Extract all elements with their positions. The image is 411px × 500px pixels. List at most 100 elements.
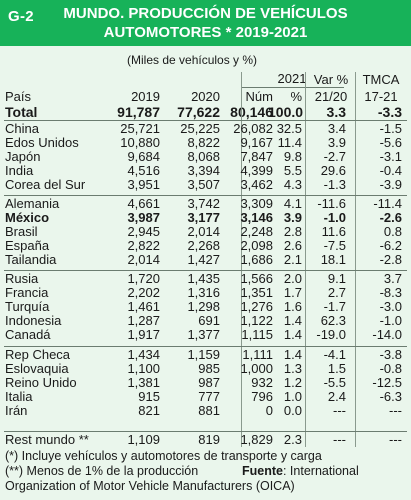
header-var: Var % [313, 72, 349, 87]
cell-tmca: -1.0 [379, 312, 402, 328]
cell-y2020: 691 [198, 312, 220, 328]
cell-num: 4,399 [240, 162, 273, 178]
source: Fuente: International [242, 464, 359, 479]
cell-var: 3.4 [327, 121, 346, 136]
header-country: País [5, 89, 32, 104]
cell-num: 7,847 [240, 148, 273, 164]
cell-country: Rep Checa [5, 347, 71, 362]
footnote-3: Organization of Motor Vehicle Manufactur… [5, 479, 295, 493]
cell-var: -5.5 [323, 374, 346, 390]
cell-var: -11.6 [317, 196, 346, 211]
cell-num: 3,146 [240, 209, 273, 225]
cell-country: Edos Unidos [5, 134, 79, 150]
cell-pct: 1.3 [283, 360, 302, 376]
cell-y2019: 4,516 [127, 162, 160, 178]
source-label: Fuente [242, 464, 283, 478]
cell-y2019: 3,951 [127, 176, 160, 192]
chart-code: G-2 [8, 8, 34, 25]
cell-y2019: 10,880 [120, 134, 160, 150]
cell-y2019: 2,822 [127, 237, 160, 253]
total-tmca: -3.3 [377, 104, 402, 120]
cell-tmca: 3.7 [383, 271, 402, 286]
cell-y2020: 25,225 [180, 121, 220, 136]
cell-pct: 3.9 [283, 209, 302, 225]
cell-y2019: 4,661 [127, 196, 160, 211]
cell-pct: 5.5 [283, 162, 302, 178]
cell-pct: 2.1 [283, 251, 302, 267]
cell-pct: 1.6 [283, 298, 302, 314]
cell-tmca: -6.3 [379, 388, 402, 404]
cell-y2020: 3,742 [187, 196, 220, 211]
cell-var: -19.0 [316, 326, 346, 342]
total-pct: 100.0 [268, 104, 304, 120]
cell-num: 1,111 [242, 347, 273, 362]
title-bar: G-2 MUNDO. PRODUCCIÓN DE VEHÍCULOS AUTOM… [0, 0, 411, 46]
footnote-2-text: (**) Menos de 1% de la producción [5, 464, 199, 478]
cell-tmca: -3.1 [379, 148, 402, 164]
cell-pct: 1.7 [283, 284, 302, 300]
cell-country: Tailandia [5, 251, 57, 267]
header-tmca-sub: 17-21 [364, 89, 398, 104]
header-pct: % [290, 89, 302, 104]
cell-num: 932 [251, 374, 273, 390]
rest-tmca: --- [389, 432, 402, 447]
total-var: 3.3 [326, 104, 346, 120]
cell-y2019: 1,434 [127, 347, 160, 362]
total-num: 80,146 [230, 104, 273, 120]
cell-tmca: -11.4 [373, 196, 402, 211]
cell-country: Eslovaquia [5, 360, 69, 376]
cell-y2020: 2,014 [187, 223, 220, 239]
cell-var: 62.3 [320, 312, 346, 328]
cell-pct: 4.1 [283, 196, 302, 211]
cell-y2020: 1,298 [187, 298, 220, 314]
cell-pct: 1.4 [283, 347, 302, 362]
group-separator [4, 346, 407, 347]
cell-var: 11.6 [321, 223, 346, 239]
cell-y2020: 2,268 [187, 237, 220, 253]
cell-num: 0 [265, 402, 273, 418]
cell-pct: 1.0 [283, 388, 302, 404]
rest-pct: 2.3 [283, 432, 302, 447]
cell-tmca: -3.0 [379, 298, 402, 314]
header-2020: 2020 [191, 89, 220, 104]
footnote-2: (**) Menos de 1% de la producción Fuente… [5, 464, 406, 479]
cell-y2019: 25,721 [120, 121, 160, 136]
cell-num: 1,351 [240, 284, 273, 300]
cell-tmca: -3.9 [379, 176, 402, 192]
column-divider [305, 72, 306, 447]
cell-num: 1,115 [241, 326, 273, 342]
cell-y2019: 2,202 [127, 284, 160, 300]
cell-num: 26,082 [233, 121, 273, 136]
cell-pct: 1.4 [283, 312, 302, 328]
cell-country: México [5, 209, 50, 225]
cell-country: Alemania [5, 196, 60, 211]
cell-num: 3,462 [240, 176, 273, 192]
header-var-sub: 21/20 [314, 89, 348, 104]
group-separator [4, 195, 407, 196]
cell-country: Brasil [5, 223, 38, 239]
total-2019: 91,787 [117, 104, 160, 120]
cell-y2019: 9,684 [127, 148, 160, 164]
cell-tmca: -5.6 [379, 134, 402, 150]
cell-var: 3.9 [327, 134, 346, 150]
cell-y2019: 1,461 [127, 298, 160, 314]
cell-y2020: 3,177 [187, 209, 220, 225]
cell-y2020: 3,507 [187, 176, 220, 192]
rest-var: --- [333, 432, 346, 447]
cell-tmca: -2.6 [379, 209, 402, 225]
cell-pct: 1.2 [283, 374, 302, 390]
cell-y2020: 8,068 [187, 148, 220, 164]
cell-num: 796 [251, 388, 273, 404]
cell-y2019: 821 [138, 402, 160, 418]
cell-var: -1.7 [323, 298, 346, 314]
cell-y2019: 1,917 [127, 326, 160, 342]
table-panel [0, 46, 411, 500]
cell-y2019: 2,014 [127, 251, 160, 267]
rest-2019: 1,109 [127, 432, 160, 447]
cell-country: Rusia [5, 271, 39, 286]
rest-country: Rest mundo ** [5, 432, 89, 447]
cell-y2019: 3,987 [127, 209, 160, 225]
cell-tmca: 0.8 [383, 223, 402, 239]
total-country: Total [5, 104, 38, 120]
cell-y2020: 1,427 [187, 251, 220, 267]
